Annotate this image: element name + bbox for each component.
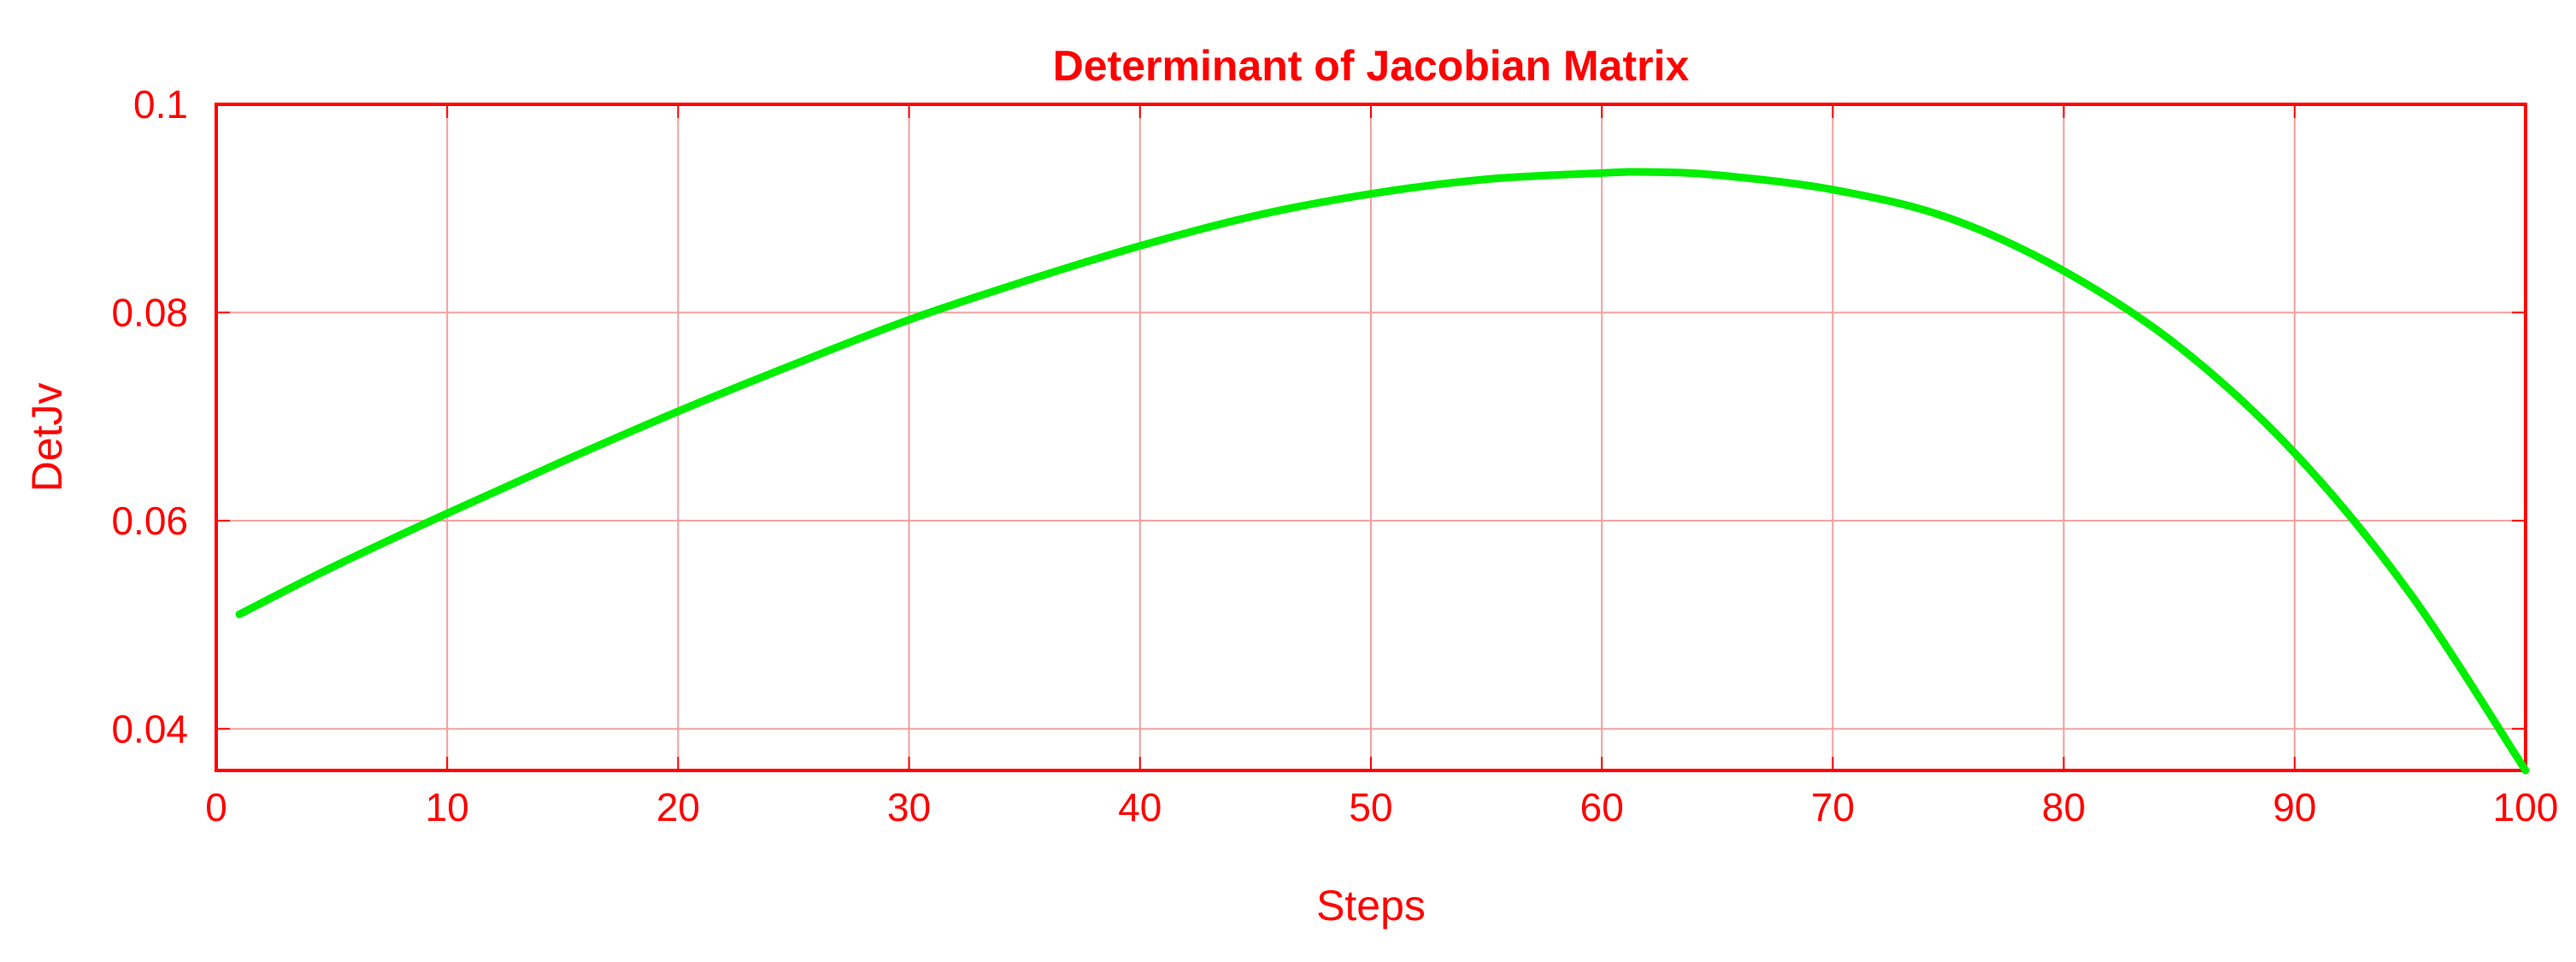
y-axis-label: DetJv	[23, 383, 71, 493]
chart-title: Determinant of Jacobian Matrix	[1053, 42, 1690, 90]
y-tick-label: 0.08	[111, 290, 188, 334]
plot-area-frame	[215, 103, 2527, 772]
y-tick-labels: 0.04 0.06 0.08 0.1	[111, 82, 188, 751]
series-layer	[235, 168, 2530, 775]
x-tick-labels: 0 10 20 30 40 50 60 70 80 90 100	[205, 785, 2558, 829]
x-tick-label: 20	[656, 785, 700, 829]
x-tick-label: 10	[426, 785, 469, 829]
x-tick-label: 0	[205, 785, 227, 829]
x-axis-label: Steps	[1316, 882, 1426, 930]
x-tick-label: 30	[887, 785, 931, 829]
x-tick-label: 50	[1349, 785, 1392, 829]
y-tick-label: 0.1	[133, 82, 188, 127]
y-tick-label: 0.06	[111, 499, 188, 543]
series-line	[235, 168, 2530, 775]
y-tick-label: 0.04	[111, 706, 188, 751]
grid-lines	[216, 104, 2526, 770]
x-tick-label: 100	[2493, 785, 2559, 829]
x-tick-label: 70	[1811, 785, 1855, 829]
x-tick-label: 40	[1118, 785, 1162, 829]
x-tick-label: 60	[1580, 785, 1624, 829]
x-tick-label: 90	[2273, 785, 2316, 829]
x-tick-label: 80	[2042, 785, 2085, 829]
